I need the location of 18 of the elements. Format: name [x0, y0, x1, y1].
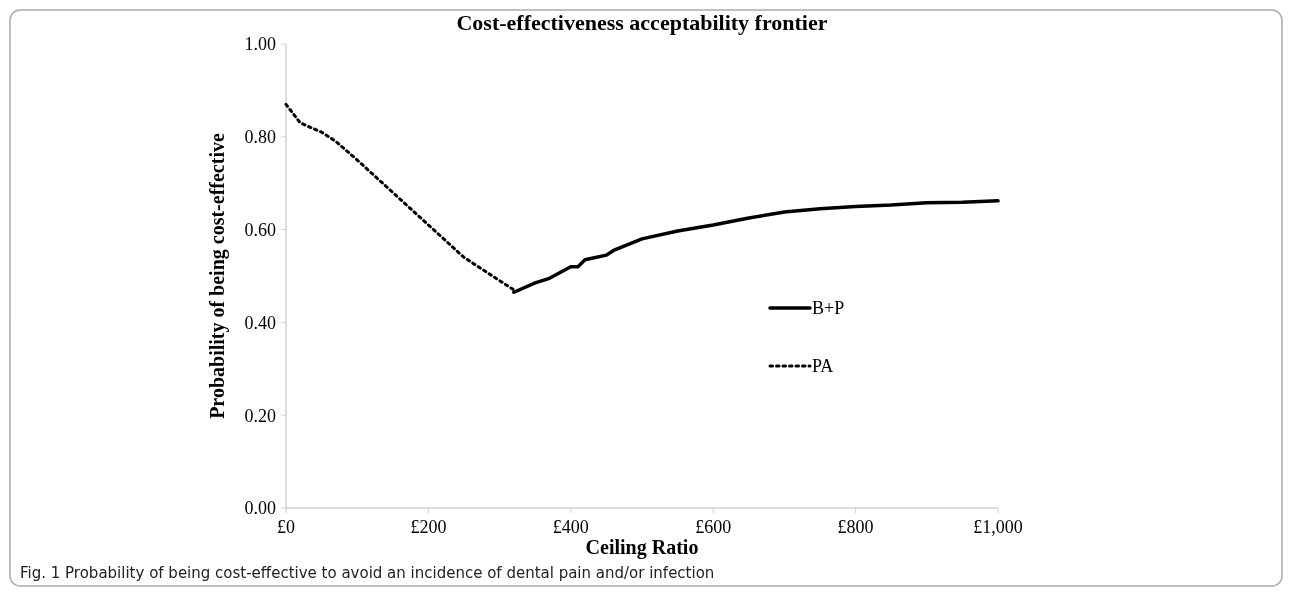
legend-label: PA: [812, 356, 834, 377]
x-tick-label: £200: [410, 517, 447, 537]
x-tick-label: £400: [552, 517, 589, 537]
x-tick-label: £600: [695, 517, 732, 537]
caption: Fig. 1 Probability of being cost-effective to avoid an incidence of dental pain and/or infection: [20, 564, 715, 582]
x-tick-label: £800: [837, 517, 874, 537]
y-tick-label: 0.20: [244, 405, 276, 426]
chart-title: Cost-effectiveness acceptability frontier: [456, 10, 828, 35]
y-axis-title: Probability of being cost-effective: [206, 133, 229, 419]
y-tick-label: 0.60: [244, 219, 276, 240]
x-tick-label: £1,000: [973, 517, 1023, 537]
y-tick-label: 0.80: [244, 127, 276, 148]
y-tick-label: 0.00: [244, 498, 276, 519]
x-axis-title: Ceiling Ratio: [585, 536, 699, 559]
x-tick-label: £0: [277, 517, 295, 537]
y-tick-label: 0.40: [244, 312, 276, 333]
y-tick-label: 1.00: [244, 34, 276, 55]
legend-label: B+P: [812, 298, 845, 319]
